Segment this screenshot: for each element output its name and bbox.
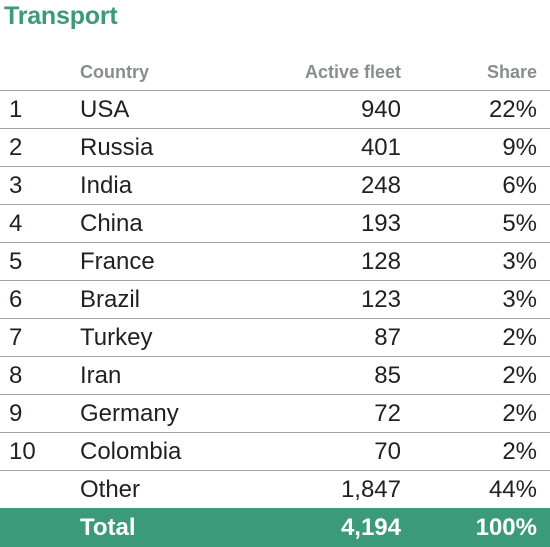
fleet-cell: 70 [290, 432, 401, 471]
table-row: 1 USA 940 22% [0, 90, 550, 129]
fleet-column-header: Active fleet [290, 54, 401, 91]
country-cell: Turkey [80, 318, 290, 357]
country-cell: China [80, 204, 290, 243]
country-cell: Brazil [80, 280, 290, 319]
rank-column-header [0, 54, 80, 91]
table-row: 10 Colombia 70 2% [0, 432, 550, 471]
fleet-cell: 940 [290, 90, 401, 129]
share-cell: 44% [488, 475, 537, 503]
table-row: 9 Germany 72 2% [0, 394, 550, 433]
country-column-header: Country [80, 54, 290, 91]
fleet-cell: 248 [290, 166, 401, 205]
share-cell: 2% [401, 394, 550, 433]
rank-cell: 5 [0, 242, 80, 281]
total-label: Total [80, 508, 290, 547]
country-cell: Other [80, 475, 141, 503]
total-share: 100% [401, 508, 550, 547]
page-title: Transport [4, 2, 118, 30]
rank-cell-empty [0, 471, 80, 509]
share-cell: 22% [401, 90, 550, 129]
total-fleet: 4,194 [290, 508, 401, 547]
table-row: 5 France 128 3% [0, 242, 550, 281]
fleet-cell: 87 [290, 318, 401, 357]
fleet-cell: 123 [290, 280, 401, 319]
fleet-cell: 193 [290, 204, 401, 243]
fleet-cell: 401 [290, 128, 401, 167]
fleet-cell: 128 [290, 242, 401, 281]
country-cell: Colombia [80, 432, 290, 471]
country-cell: USA [80, 90, 290, 129]
rank-cell: 4 [0, 204, 80, 243]
share-cell: 5% [401, 204, 550, 243]
share-cell: 3% [401, 280, 550, 319]
share-cell: 2% [401, 356, 550, 395]
rank-cell-empty [0, 508, 80, 547]
table-row: 4 China 193 5% [0, 204, 550, 243]
country-cell: Russia [80, 128, 290, 167]
table-row: 6 Brazil 123 3% [0, 280, 550, 319]
share-cell: 2% [401, 318, 550, 357]
table-row: 8 Iran 85 2% [0, 356, 550, 395]
country-cell: Germany [80, 394, 290, 433]
fleet-cell: 72 [290, 394, 401, 433]
fleet-table: Country Active fleet Share 1 USA 940 22%… [0, 54, 550, 547]
share-cell: 6% [401, 166, 550, 205]
share-cell: 9% [401, 128, 550, 167]
table-row: 3 India 248 6% [0, 166, 550, 205]
fleet-cell: 85 [290, 356, 401, 395]
fleet-cell: 1,847 [340, 475, 401, 503]
rank-cell: 2 [0, 128, 80, 167]
country-cell: Iran [80, 356, 290, 395]
table-row: 7 Turkey 87 2% [0, 318, 550, 357]
rank-cell: 9 [0, 394, 80, 433]
table-row: 2 Russia 401 9% [0, 128, 550, 167]
rank-cell: 7 [0, 318, 80, 357]
total-row: Total 4,194 100% [0, 508, 550, 547]
other-row: Other 1,847 44% [0, 471, 550, 509]
rank-cell: 8 [0, 356, 80, 395]
share-cell: 3% [401, 242, 550, 281]
country-cell: France [80, 242, 290, 281]
share-column-header: Share [401, 54, 550, 91]
country-cell: India [80, 166, 290, 205]
rank-cell: 10 [0, 432, 80, 471]
rank-cell: 6 [0, 280, 80, 319]
rank-cell: 1 [0, 90, 80, 129]
share-cell: 2% [401, 432, 550, 471]
rank-cell: 3 [0, 166, 80, 205]
table-header-row: Country Active fleet Share [0, 54, 550, 91]
